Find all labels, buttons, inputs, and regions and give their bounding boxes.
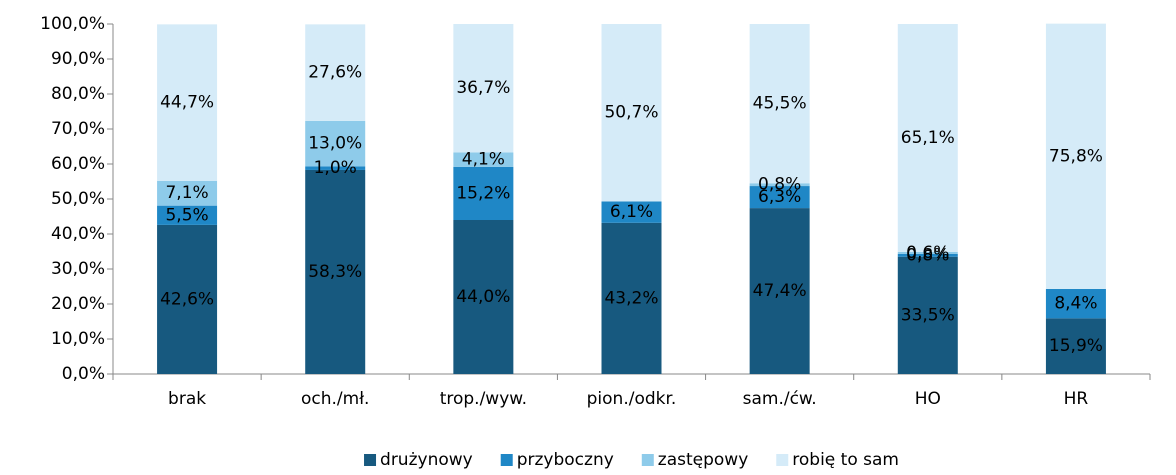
data-label: 44,7% [160,93,214,113]
x-tick-label: HR [1064,389,1089,409]
data-label: 0,6% [906,243,949,263]
data-label: 5,5% [165,205,208,225]
bar-segment [897,24,958,252]
data-label: 42,6% [160,289,214,309]
legend: drużynowy przyboczny zastępowy robię to sam [364,450,899,470]
y-tick-label: 100,0% [40,14,105,34]
x-tick-label: HO [915,389,941,409]
y-tick-label: 30,0% [51,259,105,279]
data-label: 45,5% [753,94,807,114]
bar-segment [601,24,662,202]
legend-swatch [641,454,654,466]
bar-segment [157,180,218,206]
data-label: 44,0% [456,287,510,307]
bar-segment [305,169,366,374]
x-tick-label: och./mł. [301,389,369,409]
y-tick-label: 50,0% [51,189,105,209]
data-label: 58,3% [308,262,362,282]
data-label: 43,2% [604,288,658,308]
data-label: 4,1% [462,150,505,170]
bar-segment [749,186,810,209]
y-tick-label: 90,0% [51,49,105,69]
legend-label: drużynowy [380,450,473,470]
legend-label: robię to sam [792,450,899,470]
bar-segment [749,183,810,187]
data-label: 33,5% [901,305,955,325]
bar-segment [453,220,514,374]
legend-swatch [500,454,513,466]
bar-segment [157,224,218,374]
bar-segment [897,256,958,374]
legend-label: zastępowy [658,450,748,470]
data-label: 50,7% [604,103,658,123]
y-tick-label: 40,0% [51,224,105,244]
data-label: 0,8% [758,175,801,195]
bar-segment [897,253,958,257]
data-label: 75,8% [1049,146,1103,166]
legend-swatch [364,454,377,466]
data-label: 7,1% [165,183,208,203]
y-tick-label: 60,0% [51,154,105,174]
data-label: 0,8% [906,245,949,265]
data-label: 15,2% [456,183,510,203]
bar-segment [453,24,514,153]
y-tick-label: 10,0% [51,329,105,349]
data-label: 65,1% [901,128,955,148]
bar-segment [897,251,958,254]
legend-swatch [776,454,789,466]
bar-segment [1045,23,1106,289]
bar-segment [305,24,366,121]
legend-label: przyboczny [517,450,614,470]
bar-segment [305,120,366,167]
bar-segment [601,201,662,223]
bar-segment [157,24,218,181]
bar-segment [749,208,810,374]
data-label: 27,6% [308,63,362,83]
data-label: 47,4% [753,281,807,301]
data-label: 1,0% [314,158,357,178]
y-tick-label: 70,0% [51,119,105,139]
bar-segment [601,222,662,374]
x-tick-label: brak [168,389,206,409]
bar-segment [1045,288,1106,319]
bar-segment [749,24,810,184]
bar-segment [453,152,514,167]
y-tick-label: 80,0% [51,84,105,104]
data-label: 6,1% [610,202,653,222]
y-tick-label: 0,0% [62,364,105,384]
data-label: 8,4% [1054,294,1097,314]
data-label: 6,3% [758,187,801,207]
data-label: 15,9% [1049,336,1103,356]
data-label: 36,7% [456,78,510,98]
x-tick-label: trop./wyw. [440,389,527,409]
x-tick-label: pion./odkr. [587,389,677,409]
data-label: 13,0% [308,134,362,154]
x-tick-label: sam./ćw. [743,389,817,409]
bar-segment [453,166,514,220]
y-tick-label: 20,0% [51,294,105,314]
bar-segment [157,205,218,225]
bar-segment [1045,318,1106,374]
bar-segment [305,166,366,170]
